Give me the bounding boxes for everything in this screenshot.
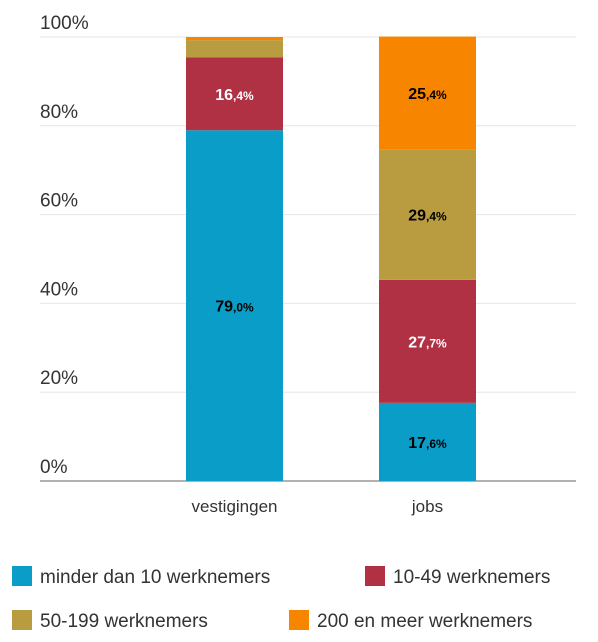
- value-label: 79,0%: [215, 299, 254, 316]
- y-tick-label: 0%: [40, 457, 68, 478]
- x-tick-label: vestigingen: [191, 497, 277, 516]
- value-label: 29,4%: [408, 208, 447, 225]
- bar-segment: [186, 130, 283, 482]
- bar-segment: [186, 40, 283, 58]
- y-tick-label: 80%: [40, 102, 78, 123]
- value-label: 17,6%: [408, 435, 447, 452]
- y-tick-label: 20%: [40, 368, 78, 389]
- x-tick-label: jobs: [411, 497, 443, 516]
- y-tick-label: 100%: [40, 13, 89, 34]
- bar-segment: [186, 37, 283, 41]
- legend-swatch: [365, 566, 385, 586]
- y-tick-label: 40%: [40, 279, 78, 300]
- bar-segment: [379, 149, 476, 280]
- bar-segment: [186, 57, 283, 131]
- value-label: 16,4%: [215, 87, 254, 104]
- legend-label: 50-199 werknemers: [40, 611, 208, 632]
- legend-label: 10-49 werknemers: [393, 567, 550, 588]
- legend-swatch: [12, 566, 32, 586]
- legend-swatch: [12, 610, 32, 630]
- bar-segment: [379, 36, 476, 150]
- bar-segment: [379, 279, 476, 403]
- legend-label: 200 en meer werknemers: [317, 611, 532, 632]
- value-label: 27,7%: [408, 334, 447, 351]
- legend-label: minder dan 10 werknemers: [40, 567, 270, 588]
- bar-segment: [379, 402, 476, 481]
- value-label: 25,4%: [408, 86, 447, 103]
- y-tick-label: 60%: [40, 191, 78, 212]
- legend-swatch: [289, 610, 309, 630]
